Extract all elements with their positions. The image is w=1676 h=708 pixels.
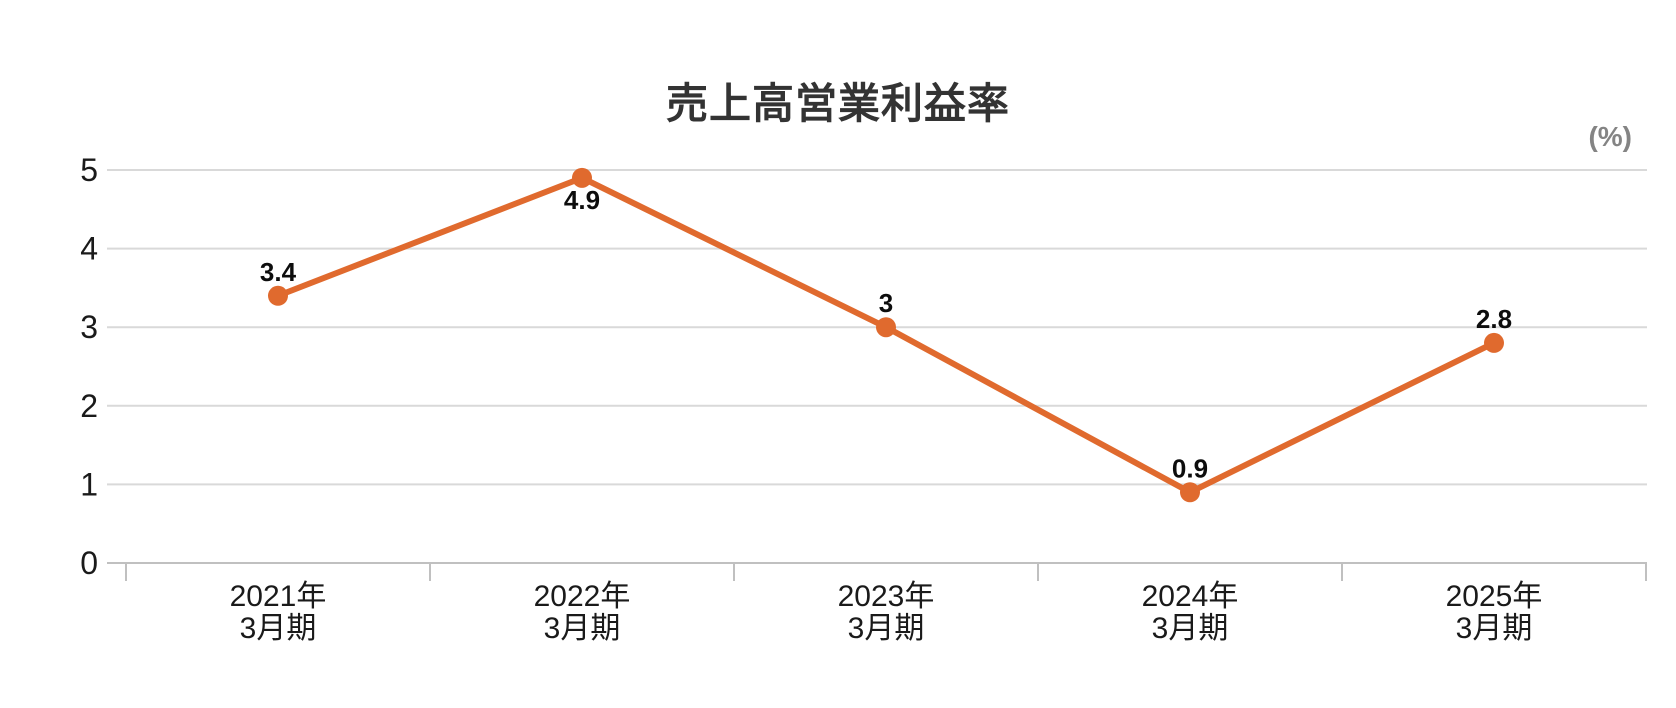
y-axis-tick-label: 5 bbox=[80, 152, 98, 188]
data-point-label: 3 bbox=[879, 288, 893, 318]
data-point-label: 2.8 bbox=[1476, 304, 1512, 334]
y-axis-tick-label: 0 bbox=[80, 545, 98, 581]
data-point bbox=[572, 167, 592, 188]
x-axis-category-label: 2023年 3月期 bbox=[838, 580, 935, 645]
data-point-label: 4.9 bbox=[564, 185, 600, 215]
x-axis-category-label: 2021年 3月期 bbox=[230, 580, 327, 645]
y-axis-tick-label: 3 bbox=[80, 309, 98, 345]
y-axis-tick-label: 2 bbox=[80, 388, 98, 424]
y-axis-unit-label: (%) bbox=[1588, 121, 1632, 152]
x-axis-category-label: 2025年 3月期 bbox=[1446, 580, 1543, 645]
data-point-label: 0.9 bbox=[1172, 453, 1208, 483]
data-point-label: 3.4 bbox=[260, 257, 297, 287]
x-axis-category-label: 2022年 3月期 bbox=[534, 580, 631, 645]
x-axis-category-label: 2024年 3月期 bbox=[1142, 580, 1239, 645]
data-point bbox=[1484, 332, 1504, 353]
data-point bbox=[268, 285, 288, 306]
data-point bbox=[876, 317, 896, 338]
y-axis-tick-label: 1 bbox=[80, 466, 98, 502]
data-point bbox=[1180, 482, 1200, 503]
y-axis-tick-label: 4 bbox=[80, 231, 98, 267]
chart-title: 売上高営業利益率 bbox=[665, 80, 1010, 127]
